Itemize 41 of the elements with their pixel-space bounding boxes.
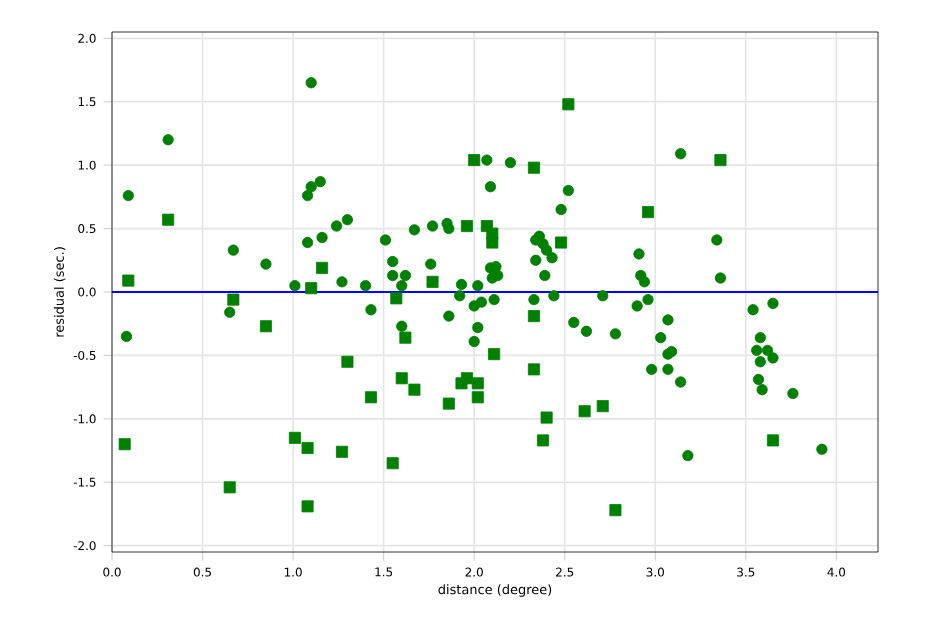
point (527, 161, 540, 174)
point (527, 310, 540, 323)
point (341, 355, 354, 368)
point (364, 391, 377, 404)
point (527, 363, 540, 376)
point (426, 275, 439, 288)
point (766, 434, 779, 447)
point (227, 293, 240, 306)
point (305, 282, 318, 295)
point (442, 397, 455, 410)
point (460, 372, 473, 385)
point (395, 372, 408, 385)
point (578, 405, 591, 418)
point (468, 154, 481, 167)
point (714, 154, 727, 167)
point (288, 431, 301, 444)
point (301, 500, 314, 513)
point (562, 98, 575, 111)
point (555, 236, 568, 249)
point (259, 320, 272, 333)
point (642, 206, 655, 219)
point (596, 400, 609, 413)
point (536, 434, 549, 447)
point (122, 274, 135, 287)
point (540, 411, 553, 424)
point (460, 220, 473, 233)
point (471, 377, 484, 390)
point (386, 457, 399, 470)
point (390, 292, 403, 305)
point (408, 383, 421, 396)
point (162, 213, 175, 226)
point (609, 504, 622, 517)
point (471, 391, 484, 404)
point (486, 236, 499, 249)
point (316, 261, 329, 274)
point (223, 481, 236, 494)
point (399, 331, 412, 344)
point (335, 445, 348, 458)
point (118, 438, 131, 451)
point (301, 442, 314, 454)
point (488, 348, 501, 361)
